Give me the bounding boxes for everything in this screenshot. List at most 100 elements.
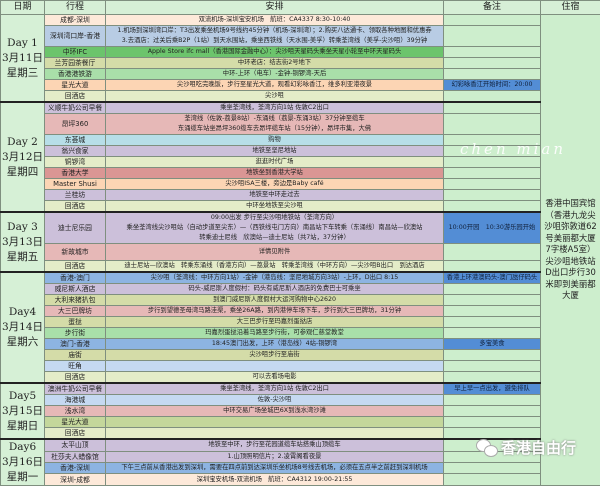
plan-cell: 双流机场-深圳宝安机场 航班：CA4337 8:30-10:40 xyxy=(106,15,444,26)
itinerary-row: 大三巴牌坊步行到望德圣母湾马路洼渠，乘坐26A路，到内港停车场下车，步行到大三巴… xyxy=(1,306,600,317)
itinerary-row: 海港城佐敦-尖沙咀 xyxy=(1,395,600,406)
date-label-line: 星期日 xyxy=(1,419,44,434)
note-cell: 10:00开园 10:30游乐园开始 xyxy=(444,212,541,244)
note-cell xyxy=(444,474,541,486)
plan-line: 可以去看场电影 xyxy=(106,372,443,382)
note-cell: 幻彩咏香江开始时间：20:00 xyxy=(444,80,541,91)
place-cell: 大利来猪扒包 xyxy=(45,295,106,306)
itinerary-row: 香港-深圳下午三点前从香港出发到深圳，需要在四点前到达深圳乐坐机场8号线去机场，… xyxy=(1,463,600,474)
note-cell xyxy=(444,372,541,384)
place-cell: 深圳湾口岸-香港 xyxy=(45,26,106,47)
note-cell xyxy=(444,439,541,451)
header-place: 行程 xyxy=(45,1,106,15)
note-cell: 早上早一点出发，避免排队 xyxy=(444,383,541,395)
itinerary-row: 庙街尖沙咀步行至庙街 xyxy=(1,350,600,361)
plan-cell: 尖沙咀ISA三楼，旁边是Baby café xyxy=(106,179,444,190)
note-cell xyxy=(444,190,541,201)
place-cell: 义顺牛奶公司早餐 xyxy=(45,102,106,114)
place-cell: 回酒店 xyxy=(45,261,106,273)
header-plan: 安排 xyxy=(106,1,444,15)
plan-line: 码头-威尼斯人度假村：码头有威尼斯人酒店的免费巴士可乘坐 xyxy=(106,284,443,294)
plan-line: 尖沙咀步行至庙街 xyxy=(106,350,443,360)
itinerary-row: 步行街玛嘉烈蛋挞沿着马路至步行街，可参观仁慈堂教堂 xyxy=(1,328,600,339)
plan-line: 尖沙咀吃完晚饭，步行至星光大道，观看幻彩咏香江，维多利亚港夜景 xyxy=(106,80,443,90)
plan-cell: 18:45澳门出发，上环（港岛线）4站-铜锣湾 xyxy=(106,339,444,350)
date-label-line: Day 2 xyxy=(1,135,44,150)
plan-line: 中环坐地铁至尖沙咀 xyxy=(106,201,443,211)
plan-cell: 地铁坐到香港大学站 xyxy=(106,168,444,179)
place-cell: 杜莎夫人蜡像馆 xyxy=(45,451,106,462)
place-cell: 回酒店 xyxy=(45,428,106,440)
accommodation-cell: 香港中国宾馆（香港九龙尖沙咀弥敦道62号美丽都大厦7字楼A5室）尖沙咀地铁站D出… xyxy=(541,15,600,486)
date-label-line: 星期一 xyxy=(1,470,44,485)
plan-line: 乘坐荃湾线，荃湾方向1站 佐敦C2出口 xyxy=(106,103,443,113)
plan-line: 地铁至中环，步行至花园道缆车站搭乘山顶缆车 xyxy=(106,440,443,450)
date-label-line: 3月11日 xyxy=(1,51,44,66)
place-cell: 大三巴牌坊 xyxy=(45,306,106,317)
plan-line: 步行到望德圣母湾马路洼渠，乘坐26A路，到内港停车场下车，步行到大三巴牌坊，31… xyxy=(106,306,443,316)
itinerary-row: 回酒店尖沙咀 xyxy=(1,91,600,103)
place-cell: 回酒店 xyxy=(45,372,106,384)
plan-cell: 步行到望德圣母湾马路洼渠，乘坐26A路，到内港停车场下车，步行到大三巴牌坊，31… xyxy=(106,306,444,317)
note-cell xyxy=(444,114,541,135)
itinerary-row: 回酒店迪士尼站—欣澳站 转乘东涌线（香港方向）—荔景站 转乘荃湾线（中环方向）—… xyxy=(1,261,600,273)
place-cell: 香港-深圳 xyxy=(45,463,106,474)
itinerary-row: 新故城市详情见附件 xyxy=(1,244,600,261)
itinerary-row: 旺角 xyxy=(1,361,600,372)
itinerary-row: 翁兴食家地铁至坚尼地站 xyxy=(1,146,600,157)
plan-line: 详情见附件 xyxy=(106,247,443,257)
plan-line: 到澳门威尼斯人度假村大运河购物中心2620 xyxy=(106,295,443,305)
header-stay: 住宿 xyxy=(541,1,600,15)
note-cell xyxy=(444,328,541,339)
note-cell xyxy=(444,179,541,190)
header-note: 备注 xyxy=(444,1,541,15)
place-cell: 深圳-成都 xyxy=(45,474,106,486)
itinerary-row: 威尼斯人酒店码头-威尼斯人度假村：码头有威尼斯人酒店的免费巴士可乘坐 xyxy=(1,284,600,295)
place-cell: 旺角 xyxy=(45,361,106,372)
plan-line: 下午三点前从香港出发到深圳，需要在四点前到达深圳乐坐机场8号线去机场，必须在五点… xyxy=(106,463,443,473)
note-cell xyxy=(444,428,541,440)
plan-cell: 尖沙咀吃完晚饭，步行至星光大道，观看幻彩咏香江，维多利亚港夜景 xyxy=(106,80,444,91)
place-cell: 兰芳园茶餐厅 xyxy=(45,58,106,69)
plan-cell: 深圳宝安机场-双流机场 航班：CA4312 19:00-21:55 xyxy=(106,474,444,486)
plan-line: 购物 xyxy=(106,135,443,145)
plan-cell: 1.机场到深圳湾口岸：T3出发乘坐机场9号线约45分钟（机场-深圳湾）；2.购买… xyxy=(106,26,444,47)
plan-line: 中环老店：结志街2号地下 xyxy=(106,58,443,68)
plan-cell: 乘坐荃湾线，荃湾方向1站 佐敦C2出口 xyxy=(106,102,444,114)
note-cell xyxy=(444,284,541,295)
plan-cell: 逛逛时代广场 xyxy=(106,157,444,168)
header-row: 日期 行程 安排 备注 住宿 xyxy=(1,1,600,15)
note-cell xyxy=(444,91,541,103)
note-cell xyxy=(444,463,541,474)
plan-cell: 地铁至中环，步行至花园道缆车站搭乘山顶缆车 xyxy=(106,439,444,451)
place-cell: 香港大学 xyxy=(45,168,106,179)
plan-cell: 尖沙咀步行至庙街 xyxy=(106,350,444,361)
date-label-line: Day 1 xyxy=(1,36,44,51)
date-label-line: 星期六 xyxy=(1,335,44,350)
place-cell: 成都-深圳 xyxy=(45,15,106,26)
plan-cell: 1.山顶照明信片；2.凌霄阁看夜景 xyxy=(106,451,444,462)
itinerary-row: 香港大学地铁坐到香港大学站 xyxy=(1,168,600,179)
plan-line: 荃湾线（佐敦-荔景8站）-东涌线（荔景-东涌3站）37分钟至缆车 xyxy=(106,114,443,124)
note-cell xyxy=(444,350,541,361)
place-cell: 威尼斯人酒店 xyxy=(45,284,106,295)
note-cell xyxy=(444,406,541,417)
note-cell xyxy=(444,157,541,168)
note-cell xyxy=(444,244,541,261)
plan-cell: 乘坐荃湾线，荃湾方向1站 佐敦C2出口 xyxy=(106,383,444,395)
plan-cell: 可以去看场电影 xyxy=(106,372,444,384)
plan-line: 地铁至坚尼地站 xyxy=(106,146,443,156)
plan-line: 大三巴步行至玛嘉烈蛋挞店 xyxy=(106,317,443,327)
plan-cell xyxy=(106,428,444,440)
note-cell xyxy=(444,451,541,462)
plan-cell: 09:00出发 步行至尖沙咀地铁站（荃湾方向）乘坐荃湾线尖沙咀站（自动步道至尖东… xyxy=(106,212,444,244)
itinerary-row: 深圳-成都深圳宝安机场-双流机场 航班：CA4312 19:00-21:55 xyxy=(1,474,600,486)
itinerary-row: 回酒店可以去看场电影 xyxy=(1,372,600,384)
